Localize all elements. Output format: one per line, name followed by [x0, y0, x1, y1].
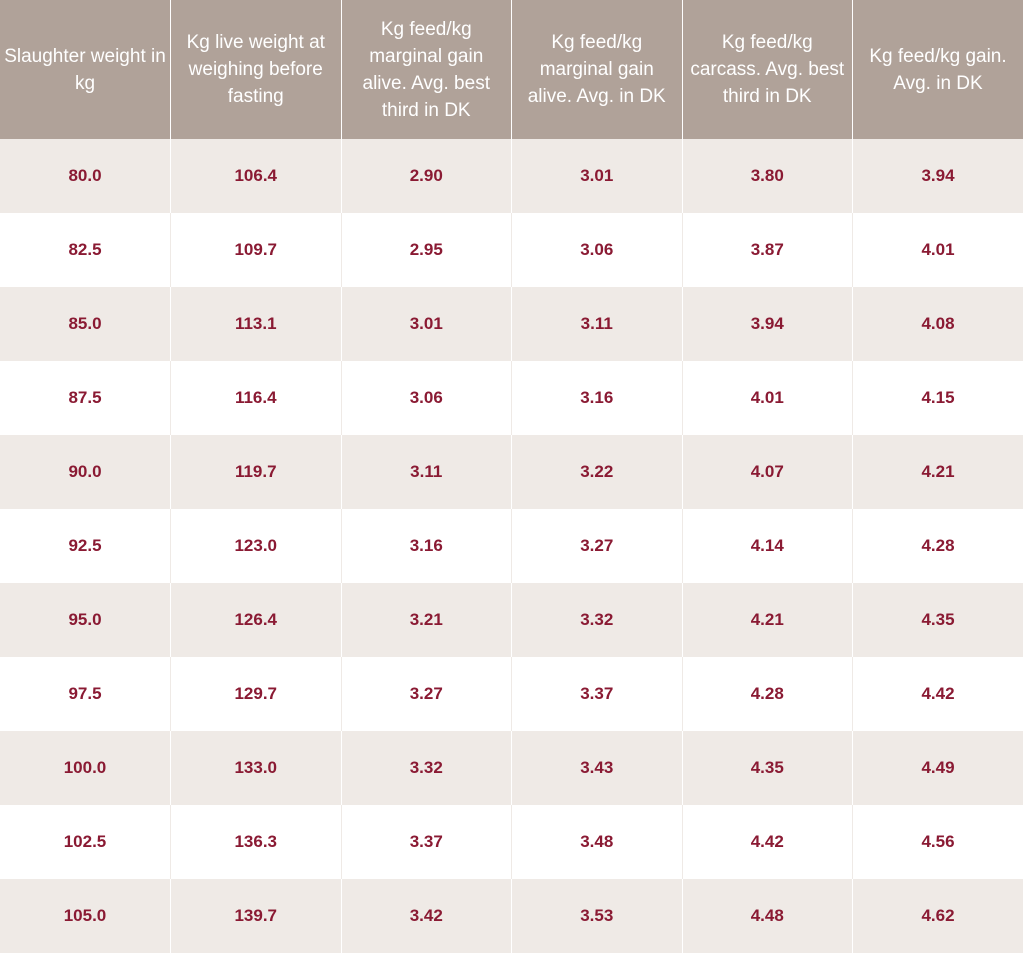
live-weight-cell: 116.4 — [170, 361, 342, 435]
marginal-gain-avg-cell: 3.53 — [511, 879, 683, 953]
live-weight-cell: 136.3 — [170, 805, 342, 879]
column-header-live-weight: Kg live weight at weighing before fastin… — [170, 0, 342, 139]
live-weight-cell: 139.7 — [170, 879, 342, 953]
marginal-gain-avg-cell: 3.37 — [511, 657, 683, 731]
marginal-gain-avg-cell: 3.27 — [511, 509, 683, 583]
marginal-gain-avg-cell: 3.16 — [511, 361, 683, 435]
column-header-slaughter-weight: Slaughter weight in kg — [0, 0, 171, 139]
slaughter-weight-cell: 80.0 — [0, 139, 171, 213]
live-weight-cell: 126.4 — [170, 583, 342, 657]
marginal-gain-best-third-cell: 3.21 — [341, 583, 512, 657]
header-row: Slaughter weight in kg Kg live weight at… — [0, 0, 1023, 139]
table-row: 105.0 139.7 3.42 3.53 4.48 4.62 — [0, 879, 1023, 953]
gain-avg-cell: 4.62 — [852, 879, 1023, 953]
table-body: 80.0 106.4 2.90 3.01 3.80 3.94 82.5 109.7 2.95 3.… — [0, 139, 1023, 953]
live-weight-cell: 106.4 — [170, 139, 342, 213]
gain-avg-cell: 4.01 — [852, 213, 1023, 287]
table-row: 102.5 136.3 3.37 3.48 4.42 4.56 — [0, 805, 1023, 879]
table-row: 100.0 133.0 3.32 3.43 4.35 4.49 — [0, 731, 1023, 805]
marginal-gain-avg-cell: 3.48 — [511, 805, 683, 879]
carcass-best-third-cell: 3.94 — [682, 287, 853, 361]
table-row: 85.0 113.1 3.01 3.11 3.94 4.08 — [0, 287, 1023, 361]
slaughter-weight-cell: 85.0 — [0, 287, 171, 361]
gain-avg-cell: 4.49 — [852, 731, 1023, 805]
slaughter-weight-cell: 87.5 — [0, 361, 171, 435]
live-weight-cell: 129.7 — [170, 657, 342, 731]
marginal-gain-best-third-cell: 3.27 — [341, 657, 512, 731]
marginal-gain-best-third-cell: 3.32 — [341, 731, 512, 805]
marginal-gain-avg-cell: 3.43 — [511, 731, 683, 805]
slaughter-weight-cell: 100.0 — [0, 731, 171, 805]
marginal-gain-best-third-cell: 2.90 — [341, 139, 512, 213]
gain-avg-cell: 4.08 — [852, 287, 1023, 361]
slaughter-weight-cell: 102.5 — [0, 805, 171, 879]
marginal-gain-best-third-cell: 3.42 — [341, 879, 512, 953]
table-row: 97.5 129.7 3.27 3.37 4.28 4.42 — [0, 657, 1023, 731]
carcass-best-third-cell: 4.07 — [682, 435, 853, 509]
marginal-gain-avg-cell: 3.06 — [511, 213, 683, 287]
gain-avg-cell: 4.42 — [852, 657, 1023, 731]
table-row: 87.5 116.4 3.06 3.16 4.01 4.15 — [0, 361, 1023, 435]
carcass-best-third-cell: 4.35 — [682, 731, 853, 805]
marginal-gain-avg-cell: 3.01 — [511, 139, 683, 213]
slaughter-weight-cell: 97.5 — [0, 657, 171, 731]
live-weight-cell: 133.0 — [170, 731, 342, 805]
column-header-carcass-best-third: Kg feed/kg carcass. Avg. best third in D… — [682, 0, 853, 139]
live-weight-cell: 123.0 — [170, 509, 342, 583]
gain-avg-cell: 3.94 — [852, 139, 1023, 213]
slaughter-weight-cell: 95.0 — [0, 583, 171, 657]
column-header-marginal-gain-avg: Kg feed/kg marginal gain alive. Avg. in … — [511, 0, 683, 139]
carcass-best-third-cell: 4.21 — [682, 583, 853, 657]
slaughter-weight-cell: 92.5 — [0, 509, 171, 583]
table-row: 82.5 109.7 2.95 3.06 3.87 4.01 — [0, 213, 1023, 287]
table-row: 92.5 123.0 3.16 3.27 4.14 4.28 — [0, 509, 1023, 583]
gain-avg-cell: 4.15 — [852, 361, 1023, 435]
column-header-marginal-gain-best-third: Kg feed/kg marginal gain alive. Avg. bes… — [341, 0, 512, 139]
table-row: 95.0 126.4 3.21 3.32 4.21 4.35 — [0, 583, 1023, 657]
gain-avg-cell: 4.35 — [852, 583, 1023, 657]
carcass-best-third-cell: 4.28 — [682, 657, 853, 731]
marginal-gain-best-third-cell: 2.95 — [341, 213, 512, 287]
marginal-gain-best-third-cell: 3.11 — [341, 435, 512, 509]
live-weight-cell: 119.7 — [170, 435, 342, 509]
gain-avg-cell: 4.28 — [852, 509, 1023, 583]
gain-avg-cell: 4.56 — [852, 805, 1023, 879]
column-header-gain-avg: Kg feed/kg gain. Avg. in DK — [852, 0, 1023, 139]
marginal-gain-avg-cell: 3.11 — [511, 287, 683, 361]
marginal-gain-best-third-cell: 3.01 — [341, 287, 512, 361]
live-weight-cell: 109.7 — [170, 213, 342, 287]
marginal-gain-avg-cell: 3.22 — [511, 435, 683, 509]
live-weight-cell: 113.1 — [170, 287, 342, 361]
table-row: 90.0 119.7 3.11 3.22 4.07 4.21 — [0, 435, 1023, 509]
marginal-gain-avg-cell: 3.32 — [511, 583, 683, 657]
marginal-gain-best-third-cell: 3.06 — [341, 361, 512, 435]
carcass-best-third-cell: 4.48 — [682, 879, 853, 953]
slaughter-weight-cell: 82.5 — [0, 213, 171, 287]
gain-avg-cell: 4.21 — [852, 435, 1023, 509]
slaughter-weight-cell: 90.0 — [0, 435, 171, 509]
carcass-best-third-cell: 3.87 — [682, 213, 853, 287]
slaughter-weight-cell: 105.0 — [0, 879, 171, 953]
carcass-best-third-cell: 4.14 — [682, 509, 853, 583]
carcass-best-third-cell: 4.42 — [682, 805, 853, 879]
carcass-best-third-cell: 4.01 — [682, 361, 853, 435]
table-row: 80.0 106.4 2.90 3.01 3.80 3.94 — [0, 139, 1023, 213]
marginal-gain-best-third-cell: 3.37 — [341, 805, 512, 879]
marginal-gain-best-third-cell: 3.16 — [341, 509, 512, 583]
table-header: Slaughter weight in kg Kg live weight at… — [0, 0, 1023, 139]
carcass-best-third-cell: 3.80 — [682, 139, 853, 213]
